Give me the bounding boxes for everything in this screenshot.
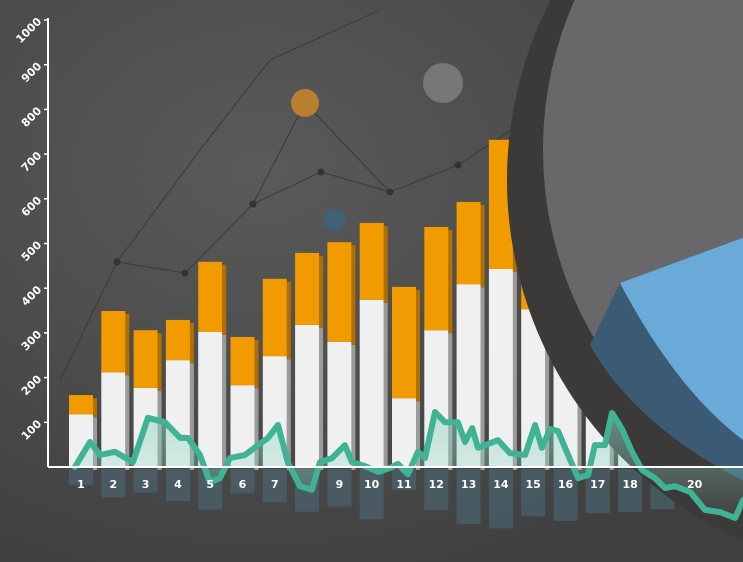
bar-segment xyxy=(101,310,126,373)
bar-side xyxy=(383,225,388,303)
bar-side xyxy=(157,333,162,391)
bar-side xyxy=(222,335,227,470)
bar-segment xyxy=(327,242,352,342)
bar-segment xyxy=(392,398,416,467)
bar-reflection xyxy=(553,469,578,521)
x-tick-label: 9 xyxy=(336,478,344,491)
x-tick-label: 10 xyxy=(364,478,380,491)
bar-reflection xyxy=(101,469,126,498)
bar-side xyxy=(351,344,356,470)
bar-segment xyxy=(392,286,416,399)
bar-side xyxy=(319,255,324,328)
bar-segment xyxy=(359,222,384,300)
bar-segment xyxy=(133,330,158,388)
x-tick-label: 1 xyxy=(77,478,85,491)
bar-segment xyxy=(230,336,255,386)
bar-segment xyxy=(456,201,481,285)
bar-segment xyxy=(69,395,93,415)
line xyxy=(71,409,743,521)
bar-reflection xyxy=(230,469,255,494)
bar-side xyxy=(254,339,259,389)
bar-side xyxy=(125,313,130,376)
bar-segment xyxy=(165,319,190,361)
bar-segment xyxy=(359,299,384,467)
bar-side xyxy=(480,287,485,470)
bar-segment xyxy=(295,252,320,325)
x-tick-label: 4 xyxy=(174,478,182,491)
line-area xyxy=(74,412,743,518)
bar-side xyxy=(416,289,420,402)
network-nodes xyxy=(113,63,463,277)
bar-side xyxy=(286,281,291,360)
bar-reflection xyxy=(262,469,287,503)
bar-reflection xyxy=(359,469,384,520)
x-tick-label: 17 xyxy=(590,478,605,491)
bar-reflection xyxy=(424,469,449,511)
bar-reflection xyxy=(456,469,481,524)
bar-segment xyxy=(488,268,513,467)
bar-side xyxy=(319,327,324,470)
x-tick-label: 7 xyxy=(271,478,279,491)
x-tick-label: 12 xyxy=(429,478,444,491)
x-tick-label: 18 xyxy=(622,478,637,491)
x-tick-label: 2 xyxy=(109,478,117,491)
bar-side xyxy=(189,363,194,470)
bar-reflection xyxy=(327,469,352,507)
bar-reflection xyxy=(69,469,93,485)
bar-reflection xyxy=(165,469,190,502)
bar-side xyxy=(125,375,130,470)
bar-segment xyxy=(295,324,320,467)
bar-side xyxy=(480,204,485,288)
x-tick-label: 5 xyxy=(206,478,214,491)
x-tick-label: 11 xyxy=(396,478,411,491)
bar-side xyxy=(254,388,259,470)
bar-side xyxy=(448,229,453,334)
x-tick-label: 3 xyxy=(142,478,150,491)
line-layer xyxy=(71,409,743,521)
x-tick-label: 14 xyxy=(493,478,509,491)
x-tick-label: 20 xyxy=(687,478,703,491)
bar-side xyxy=(383,302,388,470)
bar-reflection xyxy=(133,469,158,493)
x-tick-label: 15 xyxy=(526,478,541,491)
bar-side xyxy=(448,333,453,470)
bar-segment xyxy=(198,332,223,467)
bar-side xyxy=(222,264,227,336)
bar-side xyxy=(286,359,291,470)
bar-segment xyxy=(262,278,287,357)
bar-side xyxy=(93,398,97,418)
bar-reflection xyxy=(521,469,546,517)
bar-segment xyxy=(424,226,449,331)
bar-side xyxy=(512,271,517,470)
bar-side xyxy=(545,312,550,470)
bar-side xyxy=(416,401,420,470)
bar-reflection xyxy=(618,469,643,512)
bar-reflection xyxy=(488,469,513,529)
x-tick-label: 13 xyxy=(461,478,476,491)
bar-side xyxy=(189,322,194,364)
bar-side xyxy=(351,245,356,345)
pie-decoration xyxy=(507,0,743,541)
x-tick-label: 6 xyxy=(239,478,247,491)
x-tick-label: 16 xyxy=(558,478,574,491)
bar-segment xyxy=(198,261,223,333)
